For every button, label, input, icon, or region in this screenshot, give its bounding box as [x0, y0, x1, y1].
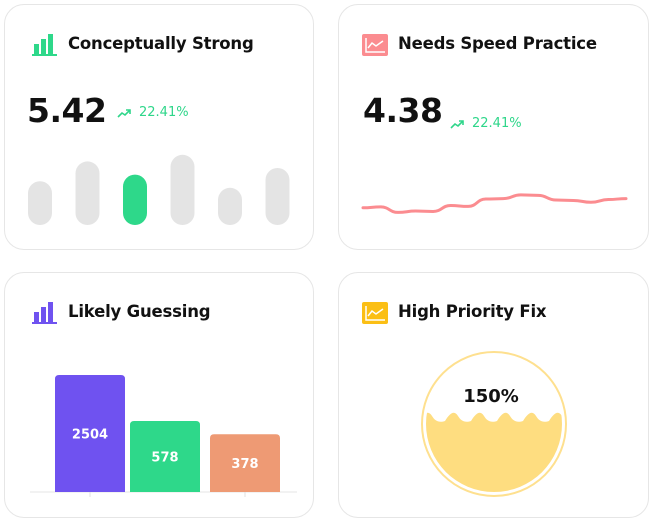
mini-bar-chart	[28, 154, 290, 225]
trending-up-icon	[450, 119, 464, 129]
line-chart-icon	[362, 34, 388, 56]
card-title: High Priority Fix	[398, 302, 547, 321]
trend-value: 22.41%	[139, 105, 189, 120]
bar-chart: 2504 578 378	[30, 375, 297, 497]
bar	[55, 375, 125, 492]
conceptually-strong-card: Conceptually Strong 5.42 22.41%	[4, 4, 314, 250]
card-title: Conceptually Strong	[68, 34, 254, 53]
sparkline-path	[361, 193, 628, 214]
mini-bar	[123, 174, 147, 225]
bar-chart-icon	[32, 32, 58, 56]
trend-value: 22.41%	[472, 116, 522, 131]
bar-label: 578	[151, 450, 178, 465]
trend-indicator: 22.41%	[117, 105, 189, 120]
bar	[130, 420, 200, 492]
sparkline	[361, 193, 628, 214]
bar-label: 378	[231, 457, 258, 472]
metric-value: 5.42	[27, 91, 107, 130]
mini-bar	[75, 161, 100, 225]
mini-bar	[28, 181, 52, 225]
gauge-label: 150%	[463, 386, 519, 407]
likely-guessing-card: Likely Guessing 2504 578 378	[4, 272, 314, 518]
mini-bar	[218, 187, 242, 225]
line-chart-icon	[362, 302, 388, 324]
trend-indicator: 22.41%	[450, 116, 522, 131]
liquid-gauge: 150%	[421, 351, 567, 497]
card-title: Likely Guessing	[68, 302, 211, 321]
bar-label: 2504	[72, 428, 108, 443]
mini-bar	[265, 168, 290, 225]
trending-up-icon	[117, 108, 131, 118]
bar	[210, 434, 280, 492]
metric-value: 4.38	[363, 91, 443, 130]
mini-bar	[170, 154, 195, 225]
card-title: Needs Speed Practice	[398, 34, 597, 53]
high-priority-fix-card: High Priority Fix 150%	[338, 272, 649, 518]
needs-speed-practice-card: Needs Speed Practice 4.38 22.41%	[338, 4, 649, 250]
bar-chart-icon	[32, 300, 58, 324]
